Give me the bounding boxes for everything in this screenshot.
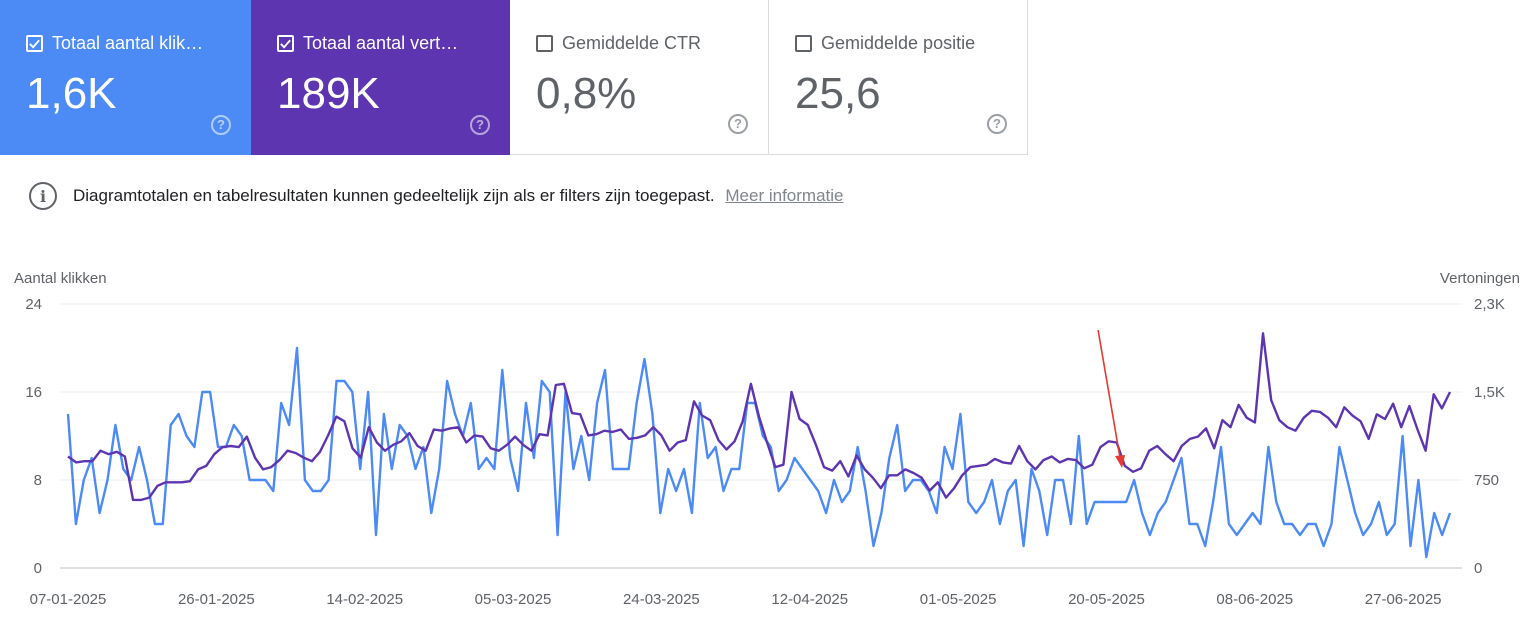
help-icon[interactable]: ? xyxy=(211,115,231,135)
metric-card-clicks[interactable]: Totaal aantal klik… 1,6K ? xyxy=(0,0,251,155)
metric-card-value: 25,6 xyxy=(795,69,881,118)
metric-card-position[interactable]: Gemiddelde positie 25,6 ? xyxy=(769,0,1028,155)
info-notice: i Diagramtotalen en tabelresultaten kunn… xyxy=(29,182,844,210)
metric-card-header[interactable]: Gemiddelde positie xyxy=(795,33,975,54)
metric-card-label: Totaal aantal klik… xyxy=(52,33,204,53)
impressions-line xyxy=(67,332,1452,502)
info-text: Diagramtotalen en tabelresultaten kunnen… xyxy=(73,186,715,205)
metric-card-value: 189K xyxy=(277,69,380,118)
x-tick-label: 07-01-2025 xyxy=(30,591,107,608)
y-tick-label-right: 1,5K xyxy=(1474,384,1505,401)
x-tick-label: 24-03-2025 xyxy=(623,591,700,608)
x-tick-label: 27-06-2025 xyxy=(1365,591,1442,608)
y-tick-label-left: 24 xyxy=(25,296,42,313)
info-icon: i xyxy=(29,182,57,210)
y-tick-label-left: 8 xyxy=(34,472,42,489)
annotation-arrow-shaft xyxy=(1097,329,1121,459)
checkbox-checked-icon[interactable] xyxy=(26,35,43,52)
metric-card-header[interactable]: Gemiddelde CTR xyxy=(536,33,701,54)
x-tick-label: 12-04-2025 xyxy=(771,591,848,608)
metric-cards: Totaal aantal klik… 1,6K ? Totaal aantal… xyxy=(0,0,1028,155)
metric-card-header[interactable]: Totaal aantal klik… xyxy=(26,33,203,54)
metric-card-header[interactable]: Totaal aantal vert… xyxy=(277,33,458,54)
help-icon[interactable]: ? xyxy=(728,114,748,134)
y-tick-label-left: 0 xyxy=(34,560,42,577)
x-tick-label: 08-06-2025 xyxy=(1216,591,1293,608)
metric-card-label: Gemiddelde CTR xyxy=(562,33,702,53)
metric-card-impressions[interactable]: Totaal aantal vert… 189K ? xyxy=(251,0,510,155)
help-icon[interactable]: ? xyxy=(987,114,1007,134)
metric-card-ctr[interactable]: Gemiddelde CTR 0,8% ? xyxy=(510,0,769,155)
performance-chart: 0 0 8 750 16 1,5K 24 2,3K 07-01-2025 26-01-2025 14… xyxy=(25,296,1505,608)
x-tick-label: 01-05-2025 xyxy=(920,591,997,608)
right-axis-title: Vertoningen xyxy=(1439,270,1520,287)
clicks-line xyxy=(66,346,1452,559)
x-tick-label: 14-02-2025 xyxy=(326,591,403,608)
y-tick-label-right: 750 xyxy=(1474,472,1499,489)
help-icon[interactable]: ? xyxy=(470,115,490,135)
more-info-link[interactable]: Meer informatie xyxy=(725,186,844,205)
annotation-arrow-head xyxy=(1115,455,1126,468)
x-tick-label: 26-01-2025 xyxy=(178,591,255,608)
metric-card-label: Gemiddelde positie xyxy=(821,33,976,53)
metric-card-value: 0,8% xyxy=(536,69,637,118)
x-tick-label: 20-05-2025 xyxy=(1068,591,1145,608)
y-tick-label-right: 2,3K xyxy=(1474,296,1505,313)
checkbox-unchecked-icon[interactable] xyxy=(795,35,812,52)
metric-card-label: Totaal aantal vert… xyxy=(303,33,459,53)
y-tick-label-right: 0 xyxy=(1474,560,1482,577)
checkbox-checked-icon[interactable] xyxy=(277,35,294,52)
y-tick-label-left: 16 xyxy=(25,384,42,401)
left-axis-title: Aantal klikken xyxy=(14,270,107,287)
x-tick-label: 05-03-2025 xyxy=(475,591,552,608)
checkbox-unchecked-icon[interactable] xyxy=(536,35,553,52)
metric-card-value: 1,6K xyxy=(26,69,117,118)
